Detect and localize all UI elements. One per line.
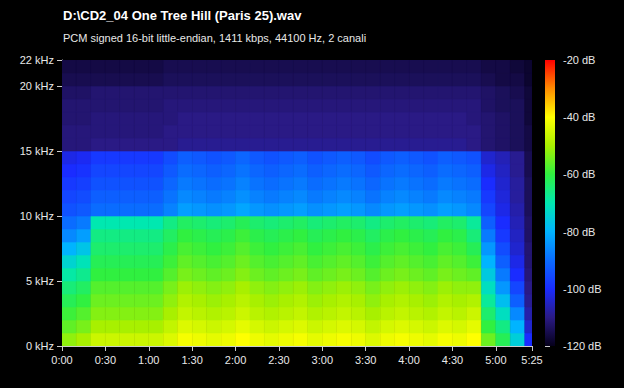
svg-text:-60 dB: -60 dB bbox=[563, 168, 595, 180]
svg-text:20 kHz: 20 kHz bbox=[20, 80, 54, 92]
svg-text:2:30: 2:30 bbox=[268, 354, 289, 366]
svg-text:5 kHz: 5 kHz bbox=[26, 275, 54, 287]
svg-text:22 kHz: 22 kHz bbox=[20, 54, 54, 66]
svg-text:4:00: 4:00 bbox=[398, 354, 419, 366]
svg-text:-80 dB: -80 dB bbox=[563, 226, 595, 238]
svg-text:PCM signed 16-bit little-endia: PCM signed 16-bit little-endian, 1411 kb… bbox=[63, 32, 366, 44]
svg-text:1:00: 1:00 bbox=[138, 354, 159, 366]
svg-text:4:30: 4:30 bbox=[442, 354, 463, 366]
svg-text:5:25: 5:25 bbox=[521, 354, 542, 366]
svg-text:D:\CD2_04 One Tree Hill (Paris: D:\CD2_04 One Tree Hill (Paris 25).wav bbox=[63, 8, 302, 23]
svg-text:-120 dB: -120 dB bbox=[563, 340, 602, 352]
svg-text:0:30: 0:30 bbox=[95, 354, 116, 366]
svg-text:3:30: 3:30 bbox=[355, 354, 376, 366]
svg-text:15 kHz: 15 kHz bbox=[20, 145, 54, 157]
svg-text:-100 dB: -100 dB bbox=[563, 283, 602, 295]
svg-text:0 kHz: 0 kHz bbox=[26, 340, 54, 352]
svg-text:2:00: 2:00 bbox=[225, 354, 246, 366]
svg-text:-40 dB: -40 dB bbox=[563, 111, 595, 123]
svg-text:3:00: 3:00 bbox=[312, 354, 333, 366]
svg-text:-20 dB: -20 dB bbox=[563, 54, 595, 66]
svg-text:10 kHz: 10 kHz bbox=[20, 210, 54, 222]
svg-text:1:30: 1:30 bbox=[181, 354, 202, 366]
svg-text:5:00: 5:00 bbox=[485, 354, 506, 366]
svg-text:0:00: 0:00 bbox=[51, 354, 72, 366]
